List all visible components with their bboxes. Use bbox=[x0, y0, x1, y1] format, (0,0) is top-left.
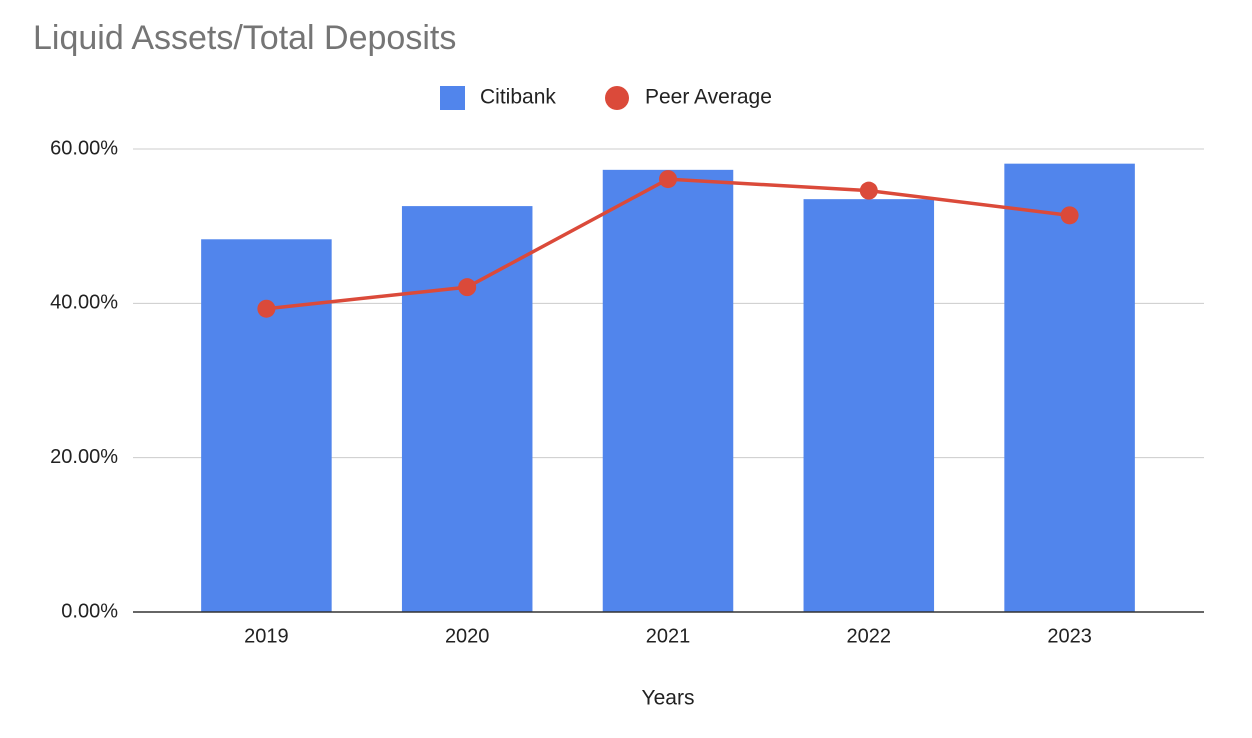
legend-label: Peer Average bbox=[645, 86, 772, 109]
line-point bbox=[859, 181, 878, 200]
x-tick-label: 2019 bbox=[244, 625, 289, 647]
chart-title: Liquid Assets/Total Deposits bbox=[33, 19, 456, 57]
x-tick-label: 2022 bbox=[847, 625, 892, 647]
x-tick-label: 2020 bbox=[445, 625, 490, 647]
bar bbox=[1004, 163, 1135, 612]
line-point bbox=[257, 299, 276, 318]
y-tick-label: 20.00% bbox=[50, 446, 118, 468]
bar bbox=[401, 206, 533, 612]
line-point bbox=[659, 170, 677, 189]
y-tick-label: 40.00% bbox=[50, 292, 118, 314]
line-point bbox=[1060, 206, 1079, 225]
legend-swatch bbox=[440, 86, 465, 110]
legend-swatch bbox=[605, 86, 629, 110]
x-axis-title: Years bbox=[642, 687, 695, 710]
bar bbox=[602, 169, 734, 612]
x-tick-label: 2023 bbox=[1047, 625, 1092, 647]
x-tick-label: 2021 bbox=[646, 625, 691, 647]
bar bbox=[201, 239, 332, 612]
y-tick-label: 60.00% bbox=[50, 137, 118, 159]
legend-label: Citibank bbox=[480, 86, 556, 109]
y-tick-label: 0.00% bbox=[61, 600, 118, 622]
line-point bbox=[458, 278, 477, 297]
bar bbox=[803, 199, 935, 613]
